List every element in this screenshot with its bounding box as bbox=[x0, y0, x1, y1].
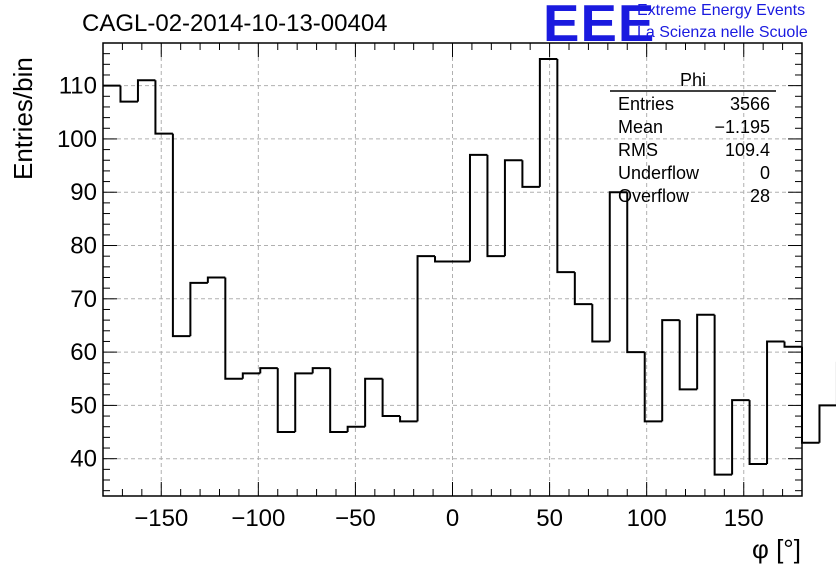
stat-label-entries: Entries bbox=[618, 94, 675, 114]
histogram-bin bbox=[591, 304, 610, 343]
histogram-bin bbox=[259, 367, 278, 374]
histogram-bin bbox=[311, 367, 331, 374]
x-tick-label: 50 bbox=[536, 505, 563, 532]
tick-labels-layer: −150 −100 −50 0 50 100 150 40 50 60 70 80 90 100 110 bbox=[57, 73, 764, 532]
x-tick-label: −150 bbox=[134, 505, 188, 532]
histogram-bin bbox=[241, 372, 261, 379]
y-tick-label: 50 bbox=[70, 392, 97, 419]
histogram-bin bbox=[643, 352, 663, 423]
histogram-bin bbox=[486, 154, 505, 258]
stats-title: Phi bbox=[679, 70, 706, 90]
histogram-bin bbox=[206, 276, 226, 283]
x-tick-label: −50 bbox=[335, 505, 376, 532]
histogram-bin bbox=[399, 416, 418, 423]
logo-line-2: La Scienza nelle Scuole bbox=[637, 24, 808, 41]
stat-value-underflow: 0 bbox=[759, 163, 770, 183]
y-tick-label: 80 bbox=[70, 233, 97, 260]
histogram-bin bbox=[468, 153, 488, 262]
stat-label-overflow: Overflow bbox=[618, 186, 690, 206]
y-tick-label: 60 bbox=[70, 339, 97, 366]
histogram-bin bbox=[661, 319, 680, 422]
histogram-bin bbox=[538, 57, 558, 187]
eee-logo: EEE bbox=[543, 0, 656, 53]
histogram-bin bbox=[224, 277, 243, 380]
ticks-layer bbox=[102, 43, 803, 496]
histogram-bin bbox=[818, 404, 836, 443]
histogram-bin bbox=[801, 346, 820, 444]
histogram-bin bbox=[678, 320, 698, 391]
x-tick-label: −100 bbox=[231, 505, 285, 532]
stat-label-mean: Mean bbox=[618, 117, 664, 137]
histogram-bin bbox=[713, 314, 733, 476]
histogram-bin bbox=[136, 79, 156, 102]
x-tick-label: 100 bbox=[627, 505, 667, 532]
stat-label-rms: RMS bbox=[618, 140, 658, 160]
x-axis-label: φ [°] bbox=[752, 534, 801, 564]
stat-label-underflow: Underflow bbox=[618, 163, 700, 183]
grid-layer bbox=[103, 43, 802, 496]
y-tick-label: 100 bbox=[57, 126, 97, 153]
histogram-bin bbox=[154, 80, 173, 135]
histogram-bin bbox=[556, 58, 575, 274]
stat-value-overflow: 28 bbox=[749, 186, 770, 206]
y-tick-label: 40 bbox=[70, 446, 97, 473]
histogram-bin bbox=[294, 372, 313, 433]
histogram-bin bbox=[748, 400, 768, 466]
histogram-bin bbox=[346, 425, 366, 433]
histogram-bin bbox=[608, 191, 628, 342]
histogram-bin bbox=[573, 272, 593, 306]
histogram-bin bbox=[329, 368, 348, 434]
histogram-bin bbox=[276, 368, 296, 434]
histogram-bin bbox=[364, 377, 383, 427]
histogram-bin bbox=[381, 378, 401, 418]
stat-value-mean: −1.195 bbox=[714, 117, 770, 137]
histogram-bin bbox=[626, 192, 645, 354]
plot-frame bbox=[102, 42, 803, 497]
histogram-bin bbox=[171, 133, 191, 338]
y-tick-label: 70 bbox=[70, 286, 97, 313]
histogram-bin bbox=[783, 341, 802, 348]
histogram-bin bbox=[434, 256, 453, 263]
logo-line-1: Extreme Energy Events bbox=[637, 2, 806, 19]
histogram-bin bbox=[766, 340, 785, 465]
x-tick-label: 150 bbox=[724, 505, 764, 532]
chart-title: CAGL-02-2014-10-13-00404 bbox=[82, 10, 388, 37]
histogram-bin bbox=[416, 255, 436, 422]
histogram-bin bbox=[731, 399, 750, 475]
histogram-bin bbox=[189, 281, 208, 337]
histogram-bin bbox=[521, 160, 540, 188]
histogram-bin bbox=[696, 313, 715, 390]
stat-value-entries: 3566 bbox=[729, 94, 770, 114]
y-tick-label: 90 bbox=[70, 179, 97, 206]
stat-value-rms: 109.4 bbox=[724, 140, 770, 160]
y-tick-label: 110 bbox=[59, 73, 97, 100]
histogram-bin bbox=[119, 85, 138, 103]
x-tick-label: 0 bbox=[446, 505, 459, 532]
y-axis-label: Entries/bin bbox=[8, 57, 38, 180]
histogram-bin bbox=[503, 159, 523, 257]
